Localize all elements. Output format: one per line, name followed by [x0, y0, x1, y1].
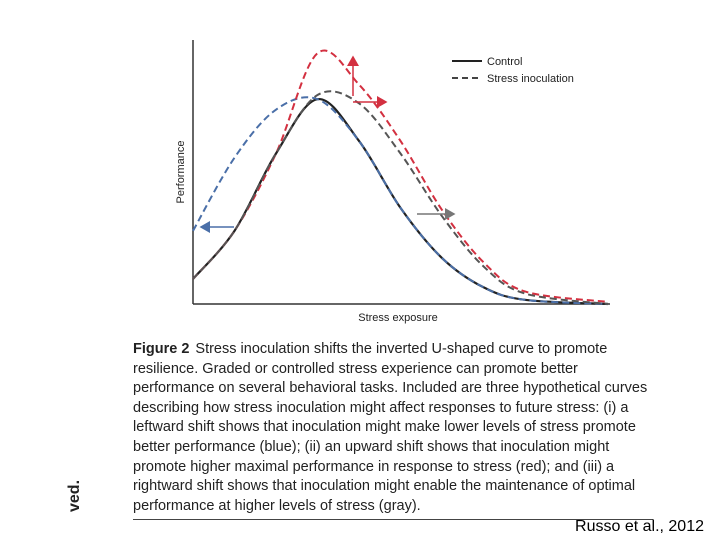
upward-shift-curve	[192, 49, 609, 303]
legend-control-label: Control	[487, 56, 522, 68]
legend: Control Stress inoculation	[452, 56, 574, 85]
leftward-shift-curve	[192, 96, 609, 305]
citation-credit: Russo et al., 2012	[575, 518, 704, 535]
rightward-shift-curve	[192, 90, 609, 305]
legend-inoculation-label: Stress inoculation	[487, 73, 574, 85]
side-text: ved.	[66, 479, 83, 512]
control-curve	[192, 98, 609, 306]
figure-caption: Figure 2 Stress inoculation shifts the in…	[133, 340, 653, 516]
figure-plot: Performance Stress exposure Control Stre…	[175, 40, 610, 324]
y-axis-label: Performance	[175, 141, 187, 204]
x-axis-label: Stress exposure	[358, 312, 437, 324]
caption-rule	[133, 519, 653, 520]
caption-text: Stress inoculation shifts the inverted U…	[133, 341, 648, 514]
figure-label: Figure 2	[133, 341, 190, 357]
